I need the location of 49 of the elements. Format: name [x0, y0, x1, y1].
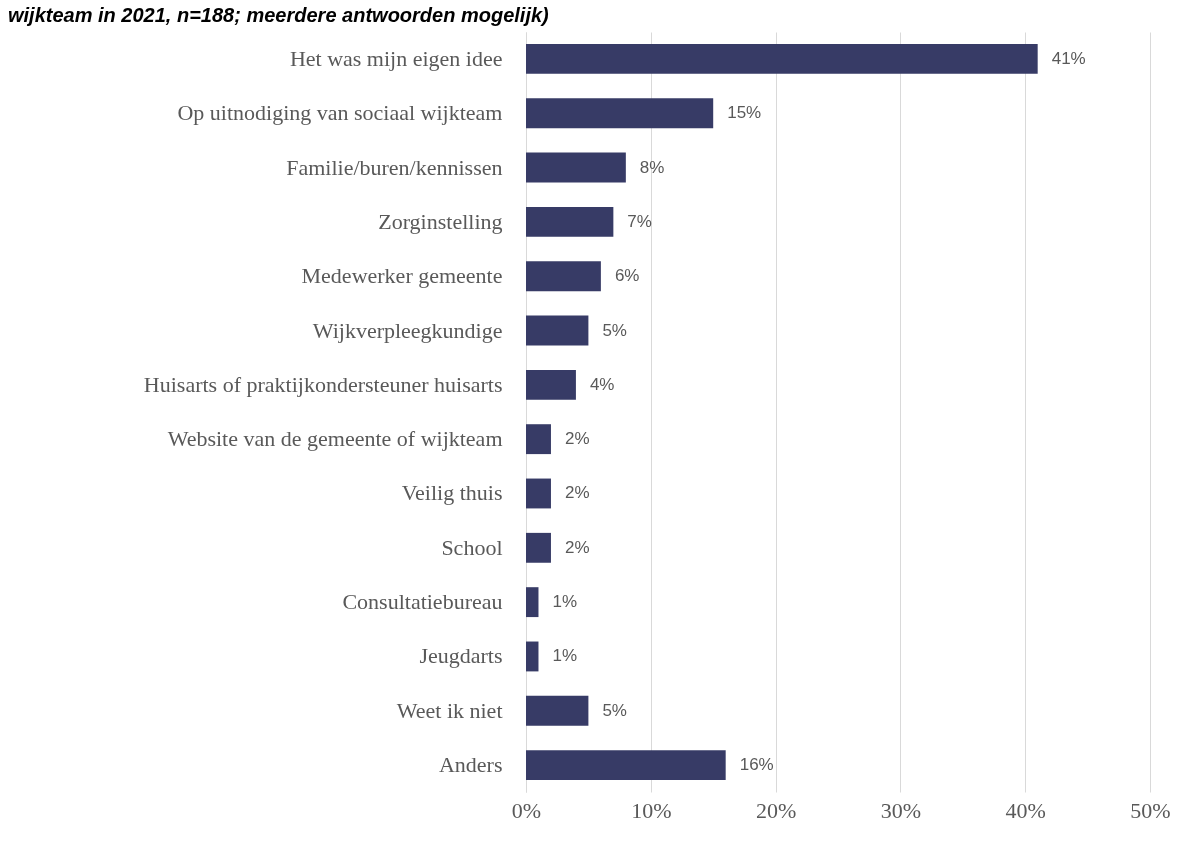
data-label: 7%	[627, 211, 652, 231]
bar	[526, 587, 539, 618]
bar	[526, 695, 589, 726]
data-label: 15%	[727, 103, 762, 123]
bar	[526, 206, 614, 237]
y-tick-label: Het was mijn eigen idee	[289, 45, 503, 71]
y-tick-label: Op uitnodiging van sociaal wijkteam	[177, 100, 503, 126]
data-label: 1%	[552, 592, 578, 612]
bar	[526, 641, 539, 672]
data-label: 8%	[639, 157, 665, 177]
data-label: 4%	[589, 374, 615, 394]
y-tick-label: Wijkverpleegkundige	[312, 317, 503, 343]
bar	[526, 424, 551, 455]
bar	[526, 315, 589, 346]
bar	[526, 369, 576, 400]
data-label: 2%	[564, 429, 590, 449]
y-tick-label: Huisarts of praktijkondersteuner huisarts	[143, 371, 503, 397]
y-tick-label: Familie/buren/kennissen	[286, 154, 503, 180]
bar	[526, 152, 626, 183]
data-label: 5%	[602, 320, 627, 340]
x-tick-label: 0%	[511, 797, 542, 823]
y-tick-label: Anders	[438, 752, 503, 778]
bar	[526, 750, 726, 781]
text: wijkteam in 2021, n=188; meerdere antwoorden mogelijk)	[8, 4, 550, 26]
y-tick-label: Website van de gemeente of wijkteam	[167, 426, 503, 452]
y-tick-label: Medewerker gemeente	[301, 263, 503, 289]
bar	[526, 478, 551, 509]
bar	[526, 261, 601, 292]
data-label: 2%	[564, 537, 590, 557]
data-label: 6%	[614, 266, 640, 286]
data-label: 1%	[552, 646, 578, 666]
x-tick-label: 10%	[631, 797, 672, 823]
data-label: 2%	[564, 483, 590, 503]
data-label: 41%	[1051, 48, 1086, 68]
data-label: 16%	[739, 755, 774, 775]
y-tick-label: Consultatiebureau	[342, 589, 503, 615]
y-tick-label: Jeugdarts	[419, 643, 503, 669]
x-tick-label: 20%	[755, 797, 797, 823]
bar	[526, 98, 714, 129]
x-tick-label: 30%	[880, 797, 922, 823]
y-tick-label: Veilig thuis	[401, 480, 503, 506]
x-tick-label: 50%	[1130, 797, 1171, 823]
bar	[526, 532, 551, 563]
bar	[526, 43, 1038, 74]
y-tick-label: Weet ik niet	[396, 697, 503, 723]
data-label: 5%	[602, 700, 627, 720]
y-tick-label: School	[441, 534, 503, 560]
y-tick-label: Zorginstelling	[378, 208, 503, 234]
x-tick-label: 40%	[1005, 797, 1046, 823]
